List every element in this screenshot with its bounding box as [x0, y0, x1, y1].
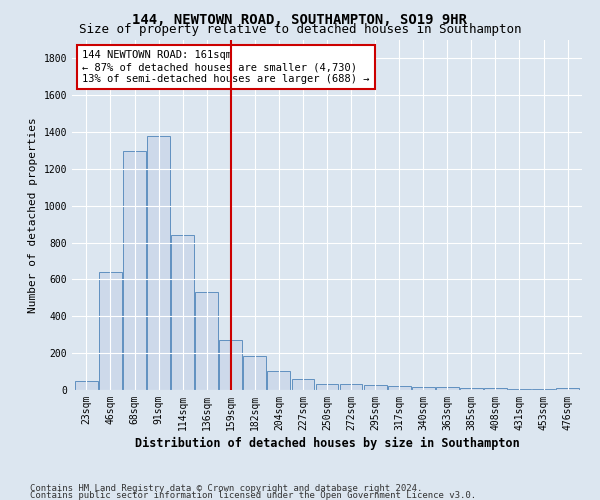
Bar: [244, 356, 266, 390]
Text: Size of property relative to detached houses in Southampton: Size of property relative to detached ho…: [79, 22, 521, 36]
Bar: [436, 387, 459, 390]
Bar: [220, 340, 242, 390]
Bar: [388, 386, 410, 390]
Text: 144, NEWTOWN ROAD, SOUTHAMPTON, SO19 9HR: 144, NEWTOWN ROAD, SOUTHAMPTON, SO19 9HR: [133, 12, 467, 26]
Bar: [75, 381, 98, 390]
Bar: [123, 150, 146, 390]
Bar: [292, 378, 314, 390]
Bar: [532, 389, 555, 390]
Bar: [508, 389, 531, 390]
Bar: [268, 370, 290, 390]
Bar: [460, 388, 483, 390]
Bar: [171, 236, 194, 390]
Bar: [195, 292, 218, 390]
Text: Contains HM Land Registry data © Crown copyright and database right 2024.: Contains HM Land Registry data © Crown c…: [30, 484, 422, 493]
Bar: [99, 272, 122, 390]
Bar: [340, 384, 362, 390]
Bar: [484, 388, 507, 390]
Text: Contains public sector information licensed under the Open Government Licence v3: Contains public sector information licen…: [30, 491, 476, 500]
Bar: [147, 136, 170, 390]
Bar: [316, 384, 338, 390]
X-axis label: Distribution of detached houses by size in Southampton: Distribution of detached houses by size …: [134, 437, 520, 450]
Bar: [556, 388, 579, 390]
Bar: [364, 385, 386, 390]
Y-axis label: Number of detached properties: Number of detached properties: [28, 117, 38, 313]
Bar: [412, 386, 434, 390]
Text: 144 NEWTOWN ROAD: 161sqm
← 87% of detached houses are smaller (4,730)
13% of sem: 144 NEWTOWN ROAD: 161sqm ← 87% of detach…: [82, 50, 370, 84]
